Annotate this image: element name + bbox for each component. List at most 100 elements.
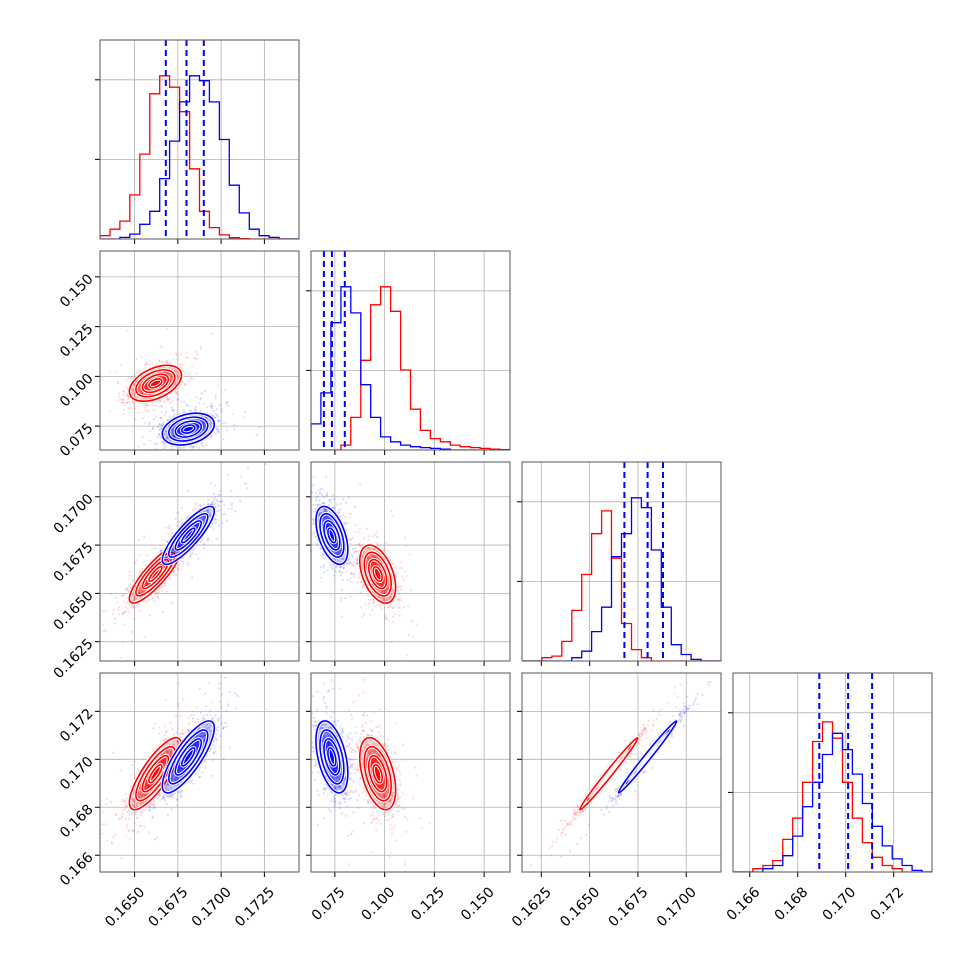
sample-point-red: [119, 398, 122, 401]
sample-point-red: [126, 588, 129, 591]
sample-point-blue: [353, 505, 357, 508]
sample-point-blue: [255, 433, 259, 437]
sample-point-red: [137, 411, 140, 414]
sample-point-red: [172, 408, 175, 411]
sample-point-red: [391, 621, 394, 624]
sample-point-red: [160, 346, 164, 349]
sample-point-red: [126, 402, 129, 405]
sample-point-blue: [191, 576, 194, 579]
sample-point-red: [394, 613, 397, 616]
sample-point-red: [128, 570, 132, 573]
sample-point-red: [144, 366, 147, 369]
sample-point-red: [399, 566, 402, 569]
sample-point-red: [388, 596, 391, 599]
sample-point-red: [154, 404, 157, 407]
sample-point-red: [368, 546, 371, 549]
sample-point-red: [358, 531, 361, 534]
sample-point-blue: [171, 432, 174, 435]
sample-point-blue: [171, 433, 175, 436]
sample-point-red: [180, 506, 184, 510]
sample-point-blue: [194, 445, 197, 448]
sample-point-blue: [204, 389, 207, 393]
sample-point-red: [139, 383, 142, 387]
sample-point-blue: [209, 422, 212, 425]
sample-point-red: [382, 592, 385, 595]
sample-point-blue: [157, 433, 160, 436]
sample-point-blue: [339, 549, 342, 552]
sample-point-blue: [185, 403, 188, 406]
sample-point-red: [121, 611, 124, 614]
sample-point-blue: [215, 518, 218, 521]
sample-point-red: [397, 606, 400, 609]
sample-point-red: [116, 399, 119, 402]
sample-point-blue: [213, 416, 217, 419]
sample-point-blue: [192, 508, 195, 511]
sample-point-blue: [210, 454, 212, 456]
sample-point-red: [164, 584, 167, 587]
sample-point-red: [175, 391, 178, 394]
sample-point-blue: [193, 547, 196, 550]
sample-point-red: [374, 556, 377, 559]
sample-point-red: [132, 388, 135, 391]
sample-point-blue: [171, 408, 174, 412]
sample-point-blue: [214, 416, 217, 419]
sample-point-blue: [198, 401, 201, 404]
sample-point-blue: [219, 494, 222, 497]
sample-point-blue: [335, 566, 338, 569]
sample-point-blue: [246, 487, 249, 490]
sample-point-red: [138, 609, 141, 612]
sample-point-blue: [319, 492, 322, 495]
sample-point-blue: [203, 517, 206, 520]
sample-point-red: [182, 380, 185, 383]
sample-point-red: [146, 404, 149, 407]
sample-point-red: [384, 617, 387, 621]
sample-point-red: [158, 400, 161, 403]
sample-point-blue: [330, 594, 333, 597]
sample-point-red: [121, 401, 124, 404]
sample-point-blue: [166, 418, 170, 421]
sample-point-red: [114, 370, 117, 373]
sample-point-red: [194, 507, 197, 510]
sample-point-blue: [204, 425, 207, 428]
sample-point-blue: [215, 537, 218, 540]
sample-point-red: [138, 592, 141, 595]
sample-point-red: [399, 599, 402, 602]
sample-point-blue: [202, 420, 205, 423]
sample-point-blue: [164, 445, 167, 448]
sample-point-blue: [337, 552, 341, 555]
sample-point-blue: [148, 421, 151, 424]
sample-point-red: [408, 633, 411, 637]
sample-point-red: [132, 592, 135, 595]
sample-point-red: [118, 613, 121, 616]
sample-point-blue: [209, 404, 212, 407]
sample-point-red: [126, 589, 129, 592]
sample-point-blue: [192, 446, 195, 449]
sample-point-blue: [210, 424, 213, 428]
sample-point-red: [120, 363, 123, 366]
sample-point-red: [131, 402, 134, 405]
sample-point-blue: [326, 569, 329, 572]
sample-point-red: [397, 597, 400, 600]
sample-point-blue: [323, 495, 326, 498]
sample-point-blue: [199, 503, 202, 506]
sample-point-blue: [200, 442, 203, 445]
sample-point-blue: [170, 532, 174, 535]
sample-point-red: [124, 588, 127, 591]
sample-point-blue: [225, 429, 228, 432]
sample-point-blue: [191, 552, 194, 555]
sample-point-red: [122, 600, 125, 603]
sample-point-red: [194, 356, 197, 360]
sample-point-red: [180, 518, 183, 521]
sample-point-blue: [318, 511, 321, 515]
sample-point-blue: [213, 499, 216, 502]
sample-point-red: [396, 598, 399, 601]
sample-point-blue: [209, 482, 213, 485]
sample-point-blue: [152, 598, 155, 601]
sample-point-blue: [191, 446, 194, 449]
sample-point-red: [138, 384, 141, 387]
sample-point-blue: [203, 515, 206, 519]
sample-point-red: [184, 383, 187, 386]
sample-point-red: [110, 592, 113, 596]
sample-point-blue: [152, 418, 155, 421]
sample-point-blue: [205, 444, 208, 447]
